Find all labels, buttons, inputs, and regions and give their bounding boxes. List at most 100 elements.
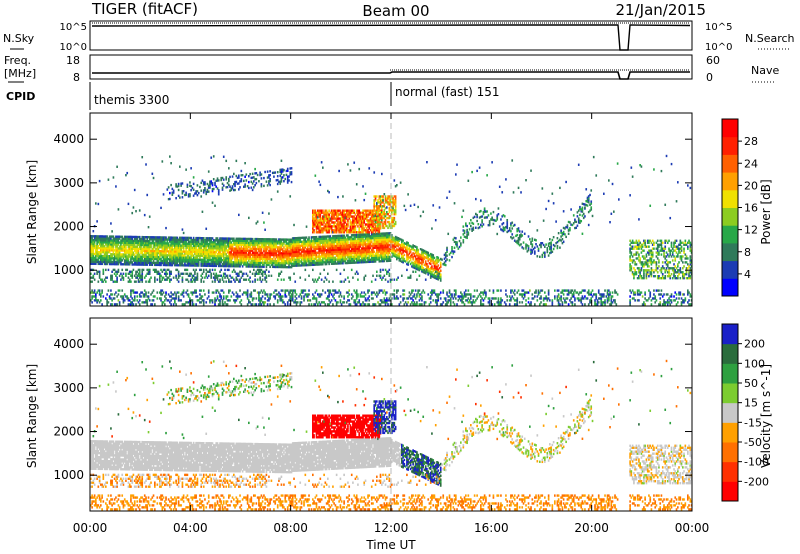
scatter-cell xyxy=(333,250,335,254)
scatter-cell xyxy=(200,240,203,244)
scatter-cell xyxy=(249,249,251,252)
scatter-cell xyxy=(345,234,348,237)
scatter-cell xyxy=(314,278,317,281)
scatter-cell xyxy=(244,237,246,241)
scatter-cell xyxy=(186,250,189,253)
scatter-cell xyxy=(141,237,144,241)
scatter-cell xyxy=(235,159,238,163)
scatter-cell xyxy=(298,264,300,267)
scatter-cell xyxy=(161,259,164,263)
scatter-cell xyxy=(238,263,240,266)
scatter-cell xyxy=(147,253,150,257)
scatter-cell xyxy=(177,260,180,263)
scatter-cell xyxy=(322,211,324,214)
scatter-cell xyxy=(179,240,181,243)
scatter-cell xyxy=(199,256,201,259)
scatter-cell xyxy=(152,261,155,265)
scatter-cell xyxy=(363,227,366,230)
scatter-cell xyxy=(338,209,340,212)
scatter-cell xyxy=(317,241,319,245)
scatter-cell xyxy=(337,223,339,226)
scatter-cell xyxy=(127,280,130,283)
scatter-cell xyxy=(360,253,363,256)
scatter-cell xyxy=(205,237,208,240)
scatter-cell xyxy=(138,263,141,266)
scatter-cell xyxy=(145,249,147,253)
scatter-cell xyxy=(327,249,329,252)
scatter-cell xyxy=(298,254,300,257)
scatter-cell xyxy=(315,263,318,266)
scatter-cell xyxy=(286,289,289,292)
scatter-cell xyxy=(97,299,100,302)
scatter-cell xyxy=(228,268,230,272)
scatter-cell xyxy=(155,236,157,239)
scatter-cell xyxy=(135,270,137,273)
scatter-cell xyxy=(261,295,264,298)
scatter-cell xyxy=(152,238,155,241)
scatter-cell xyxy=(244,243,246,246)
scatter-cell xyxy=(309,242,312,245)
scatter-cell xyxy=(364,241,367,244)
scatter-cell xyxy=(100,293,102,296)
scatter-cell xyxy=(206,276,209,279)
scatter-cell xyxy=(108,297,111,300)
scatter-cell xyxy=(130,245,132,248)
scatter-cell xyxy=(186,254,189,257)
scatter-cell xyxy=(214,243,216,246)
scatter-cell xyxy=(140,255,142,258)
scatter-cell xyxy=(215,185,218,188)
scatter-cell xyxy=(291,256,294,260)
scatter-cell xyxy=(197,264,200,267)
scatter-cell xyxy=(358,235,361,239)
scatter-cell xyxy=(266,261,269,265)
scatter-cell xyxy=(370,209,373,212)
scatter-cell xyxy=(117,253,120,256)
scatter-cell xyxy=(322,253,324,256)
scatter-cell xyxy=(230,249,233,252)
scatter-cell xyxy=(125,237,127,240)
scatter-cell xyxy=(347,255,349,259)
scatter-cell xyxy=(162,250,165,253)
scatter-cell xyxy=(290,167,293,170)
scatter-cell xyxy=(362,225,364,228)
scatter-cell xyxy=(302,242,304,245)
scatter-cell xyxy=(160,254,162,257)
scatter-cell xyxy=(204,241,206,244)
scatter-cell xyxy=(337,244,339,247)
scatter-cell xyxy=(172,262,175,265)
scatter-cell xyxy=(246,293,249,296)
scatter-cell xyxy=(290,293,293,296)
scatter-cell xyxy=(217,247,220,250)
scatter-cell xyxy=(269,303,271,306)
scatter-cell xyxy=(179,248,181,251)
scatter-cell xyxy=(206,262,209,265)
scatter-cell xyxy=(318,249,320,252)
scatter-cell xyxy=(268,261,270,265)
scatter-cell xyxy=(136,274,139,277)
scatter-cell xyxy=(150,261,152,264)
scatter-cell xyxy=(322,245,324,248)
scatter-cell xyxy=(370,248,373,252)
scatter-cell xyxy=(291,247,294,250)
scatter-cell xyxy=(186,256,189,259)
scatter-cell xyxy=(126,261,129,264)
scatter-cell xyxy=(335,217,338,220)
scatter-cell xyxy=(353,241,356,245)
scatter-cell xyxy=(221,289,224,292)
scatter-cell xyxy=(244,175,246,178)
scatter-cell xyxy=(177,240,180,243)
scatter-cell xyxy=(152,255,155,259)
scatter-cell xyxy=(177,258,180,261)
scatter-cell xyxy=(150,236,152,239)
scatter-cell xyxy=(217,299,220,302)
scatter-cell xyxy=(170,183,172,187)
scatter-cell xyxy=(172,248,175,251)
scatter-cell xyxy=(108,239,111,242)
scatter-cell xyxy=(300,297,303,300)
scatter-cell xyxy=(234,251,236,254)
scatter-cell xyxy=(291,254,294,258)
scatter-cell xyxy=(339,291,342,294)
scatter-cell xyxy=(339,244,342,247)
scatter-cell xyxy=(162,248,165,251)
scatter-cell xyxy=(171,250,174,253)
